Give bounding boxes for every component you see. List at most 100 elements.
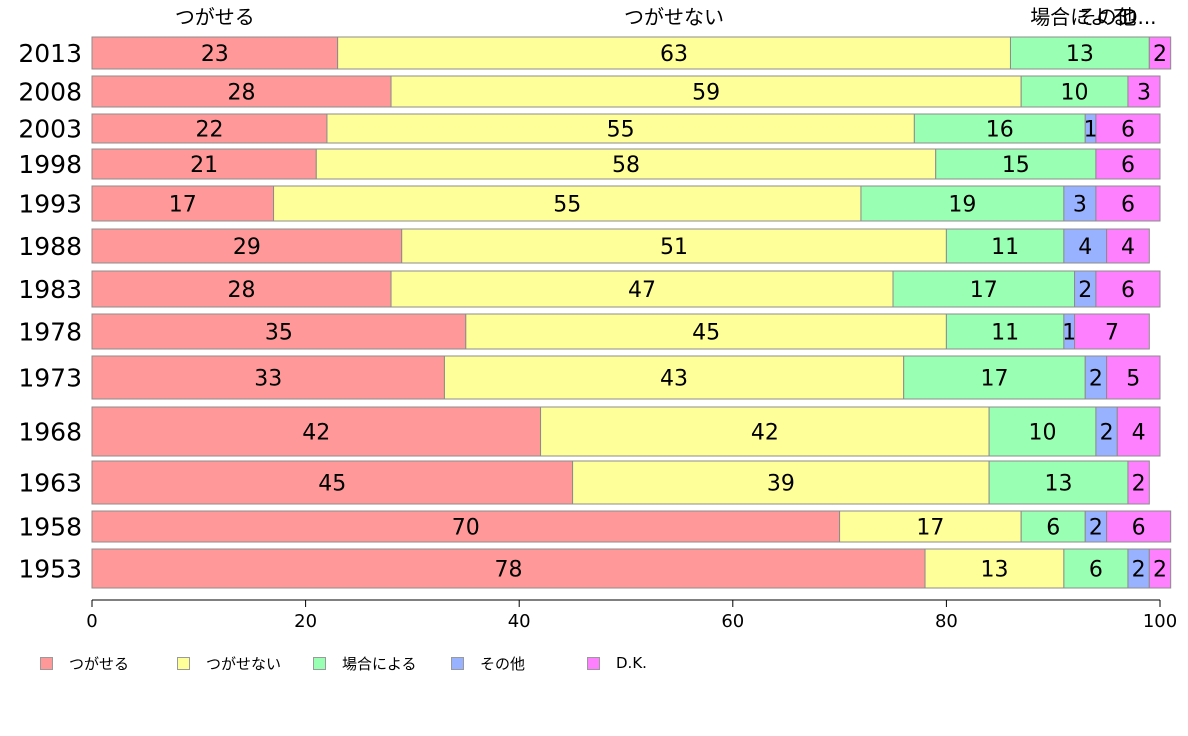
top-label: 場合による — [1030, 5, 1129, 29]
data-label: 42 — [751, 421, 779, 446]
bar-segment — [945, 228, 1065, 264]
year-label: 1963 — [18, 469, 82, 498]
data-label: 17 — [970, 278, 998, 303]
year-label: 2008 — [18, 78, 82, 107]
data-label: 11 — [991, 235, 1019, 260]
data-label: 29 — [233, 235, 261, 260]
data-label: 19 — [948, 193, 976, 218]
legend-swatch — [587, 656, 600, 670]
bar-segment — [1127, 75, 1161, 108]
bar-segment — [443, 355, 905, 400]
bar-segment — [91, 270, 392, 308]
bar-segment — [988, 460, 1129, 505]
data-label: 70 — [452, 516, 480, 541]
bar-segment — [1095, 270, 1161, 308]
bar-segment — [903, 355, 1086, 400]
year-label: 1978 — [18, 318, 82, 347]
data-label: 2 — [1153, 42, 1167, 67]
data-label: 10 — [1061, 81, 1089, 106]
data-label: 13 — [1045, 472, 1073, 497]
bar-segment — [273, 185, 862, 222]
data-label: 15 — [1002, 153, 1030, 178]
data-label: 45 — [692, 321, 720, 346]
bar-segment — [1063, 228, 1108, 264]
legend-label: つがせない — [206, 654, 282, 673]
data-label: 16 — [986, 118, 1014, 143]
data-label: 3 — [1073, 193, 1087, 218]
bar-segment — [924, 548, 1065, 589]
data-label: 5 — [1126, 367, 1140, 392]
bar-segment — [1095, 185, 1161, 222]
bar-segment — [401, 228, 947, 264]
bar-segment — [860, 185, 1065, 222]
top-label: D... — [1122, 5, 1156, 29]
bar-segment — [572, 460, 990, 505]
year-label: 1988 — [18, 232, 82, 261]
data-label: 6 — [1089, 558, 1103, 583]
year-label: 1958 — [18, 513, 82, 542]
bar-segment — [1095, 148, 1161, 180]
top-label: つがせない — [624, 5, 724, 29]
bar-segment — [91, 36, 339, 70]
data-label: 55 — [553, 193, 581, 218]
bar-segment — [91, 228, 403, 264]
bar-segment — [1074, 313, 1150, 350]
data-label: 17 — [169, 193, 197, 218]
data-label: 6 — [1132, 516, 1146, 541]
data-label: 13 — [980, 558, 1008, 583]
year-label: 1968 — [18, 418, 82, 447]
bar-segment — [465, 313, 947, 350]
bar-segment — [390, 75, 1022, 108]
bar-segment — [1020, 510, 1086, 543]
data-label: 10 — [1029, 421, 1057, 446]
legend-swatch — [451, 656, 464, 670]
data-label: 3 — [1137, 81, 1151, 106]
bar-segment — [91, 406, 542, 457]
legend-item-tsugaseru: つがせる — [40, 653, 129, 673]
data-label: 2 — [1089, 516, 1103, 541]
legend-item-sonota: その他 — [451, 653, 525, 673]
bar-segment — [1106, 228, 1150, 264]
x-tick-label: 40 — [508, 611, 531, 632]
bar-segment — [1116, 406, 1161, 457]
bar-segment — [91, 185, 275, 222]
bar-segment — [91, 313, 467, 350]
bar-segment — [988, 406, 1097, 457]
x-tick-label: 20 — [294, 611, 317, 632]
data-label: 51 — [660, 235, 688, 260]
bar-segment — [1148, 36, 1172, 70]
data-label: 23 — [201, 42, 229, 67]
data-label: 35 — [265, 321, 293, 346]
bar-segment — [839, 510, 1022, 543]
bar-segment — [1106, 510, 1172, 543]
legend-label: D.K. — [616, 654, 647, 672]
legend-swatch — [313, 656, 326, 670]
bar-segment — [91, 148, 317, 180]
data-label: 59 — [692, 81, 720, 106]
data-label: 1 — [1062, 321, 1076, 346]
legend-swatch — [40, 656, 53, 670]
data-label: 4 — [1121, 235, 1135, 260]
bar-segment — [315, 148, 937, 180]
data-label: 2 — [1089, 367, 1103, 392]
data-label: 17 — [980, 367, 1008, 392]
data-label: 39 — [767, 472, 795, 497]
x-tick-label: 60 — [721, 611, 744, 632]
data-label: 6 — [1046, 516, 1060, 541]
data-label: 2 — [1132, 558, 1146, 583]
data-label: 33 — [254, 367, 282, 392]
bar-segment — [326, 113, 915, 144]
top-label: その他 — [1077, 5, 1137, 29]
data-label: 43 — [660, 367, 688, 392]
data-label: 6 — [1121, 118, 1135, 143]
bar-segment — [1020, 75, 1129, 108]
data-label: 11 — [991, 321, 1019, 346]
data-label: 6 — [1121, 153, 1135, 178]
x-tick-label: 100 — [1143, 611, 1177, 632]
legend-label: つがせる — [69, 654, 130, 673]
legend-item-tsugasenai: つがせない — [177, 653, 281, 673]
data-label: 55 — [607, 118, 635, 143]
data-label: 2 — [1153, 558, 1167, 583]
bar-segment — [1106, 355, 1161, 400]
